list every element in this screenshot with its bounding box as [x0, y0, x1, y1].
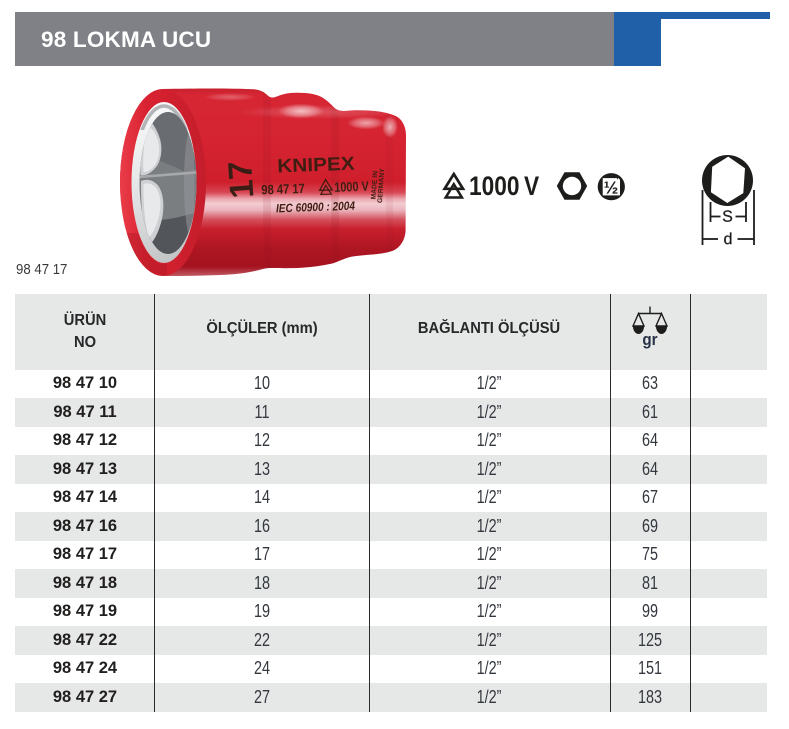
svg-text:GERMANY: GERMANY [377, 168, 386, 204]
svg-text:KNIPEX: KNIPEX [277, 154, 356, 178]
svg-text:98 47 17: 98 47 17 [261, 181, 305, 198]
svg-text:1000 V: 1000 V [334, 179, 369, 195]
svg-text:IEC 60900 : 2004: IEC 60900 : 2004 [276, 199, 356, 216]
svg-text:MADE IN: MADE IN [371, 171, 380, 200]
svg-text:17: 17 [222, 160, 262, 200]
